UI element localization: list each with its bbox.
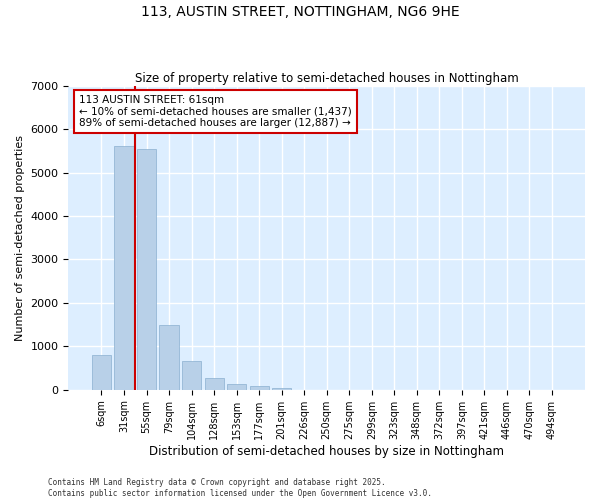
Bar — [137, 148, 156, 390]
X-axis label: Distribution of semi-detached houses by size in Nottingham: Distribution of semi-detached houses by … — [149, 444, 504, 458]
Bar — [92, 355, 111, 390]
Bar — [160, 324, 179, 390]
Bar — [205, 378, 224, 390]
Title: Size of property relative to semi-detached houses in Nottingham: Size of property relative to semi-detach… — [135, 72, 518, 85]
Bar — [115, 146, 134, 390]
Y-axis label: Number of semi-detached properties: Number of semi-detached properties — [15, 134, 25, 340]
Bar — [272, 388, 291, 390]
Text: Contains HM Land Registry data © Crown copyright and database right 2025.
Contai: Contains HM Land Registry data © Crown c… — [48, 478, 432, 498]
Bar — [227, 384, 246, 390]
Bar — [182, 362, 201, 390]
Text: 113, AUSTIN STREET, NOTTINGHAM, NG6 9HE: 113, AUSTIN STREET, NOTTINGHAM, NG6 9HE — [140, 5, 460, 19]
Bar — [250, 386, 269, 390]
Text: 113 AUSTIN STREET: 61sqm
← 10% of semi-detached houses are smaller (1,437)
89% o: 113 AUSTIN STREET: 61sqm ← 10% of semi-d… — [79, 95, 352, 128]
